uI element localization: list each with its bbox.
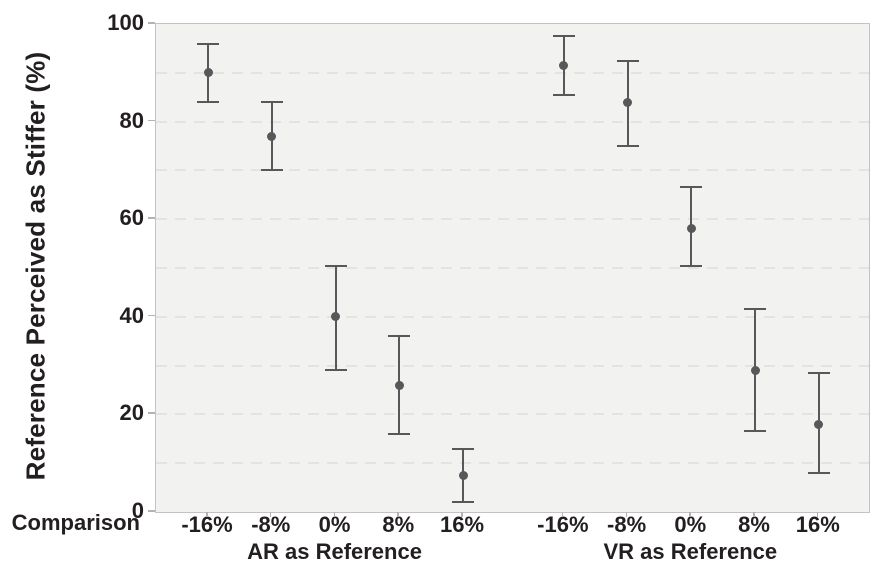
error-bar-cap-bottom: [680, 264, 703, 267]
x-tick-mark: [461, 512, 463, 517]
x-axis-prefix-label: Comparison: [11, 510, 140, 535]
y-tick-label: 80: [119, 107, 144, 133]
error-bar-cap-top: [744, 308, 767, 311]
gridline: [156, 413, 869, 416]
error-bar-cap-top: [552, 35, 575, 38]
error-bar-cap-top: [388, 335, 411, 338]
mean-dot: [394, 380, 404, 390]
error-bar-cap-bottom: [807, 471, 830, 474]
error-bar-cap-bottom: [260, 169, 283, 172]
error-bar-cap-bottom: [324, 369, 347, 372]
gridline: [156, 120, 869, 123]
error-bar-cap-top: [260, 101, 283, 104]
x-tick-mark: [625, 512, 628, 517]
x-tick-mark: [333, 512, 336, 517]
error-bar-cap-bottom: [744, 430, 767, 433]
y-tick-label: 100: [107, 10, 144, 35]
mean-dot: [750, 365, 760, 375]
mean-dot: [814, 419, 824, 429]
error-bar-cap-bottom: [197, 101, 220, 104]
error-bar-cap-bottom: [552, 93, 575, 96]
plot-area: [155, 23, 870, 513]
error-bar-cap-bottom: [388, 432, 411, 435]
gridline: [156, 267, 869, 269]
x-tick-mark: [269, 512, 272, 517]
y-tick-mark: [148, 510, 155, 512]
x-tick-mark: [816, 512, 819, 517]
mean-dot: [623, 97, 633, 107]
y-tick-label: 40: [119, 302, 144, 328]
mean-dot: [267, 131, 277, 141]
x-tick-mark: [753, 512, 755, 517]
group-label-ar: AR as Reference: [247, 539, 422, 564]
error-bar-cap-top: [680, 186, 703, 189]
mean-dot: [559, 60, 569, 70]
y-tick-mark: [148, 217, 155, 219]
group-label-vr: VR as Reference: [603, 539, 778, 564]
x-tick-mark: [206, 512, 208, 517]
error-bar-cap-bottom: [616, 145, 639, 147]
x-tick-mark: [689, 512, 691, 517]
gridline: [156, 462, 869, 465]
gridline: [156, 71, 869, 74]
x-tick-mark: [397, 512, 399, 517]
y-axis-title: Reference Perceived as Stiffer (%): [20, 51, 51, 481]
y-tick-mark: [148, 412, 155, 414]
mean-dot: [458, 470, 468, 480]
error-bar-cap-top: [197, 42, 220, 45]
gridline: [156, 169, 869, 172]
error-bar-cap-top: [452, 447, 475, 450]
error-bar-cap-top: [616, 59, 639, 62]
y-tick-label: 60: [119, 205, 144, 231]
y-tick-label: 20: [119, 400, 144, 426]
error-bar-cap-top: [807, 371, 830, 374]
y-tick-mark: [148, 314, 155, 317]
gridline: [156, 315, 869, 318]
mean-dot: [331, 312, 341, 322]
error-bar-cap-bottom: [452, 501, 475, 504]
gridline: [156, 218, 869, 221]
mean-dot: [686, 224, 696, 234]
y-tick-mark: [148, 119, 155, 122]
x-tick-mark: [561, 512, 564, 517]
gridline: [156, 364, 869, 367]
mean-dot: [203, 68, 213, 78]
y-tick-mark: [148, 22, 155, 24]
y-tick-label: 0: [131, 498, 144, 523]
error-bar-cap-top: [324, 264, 347, 267]
